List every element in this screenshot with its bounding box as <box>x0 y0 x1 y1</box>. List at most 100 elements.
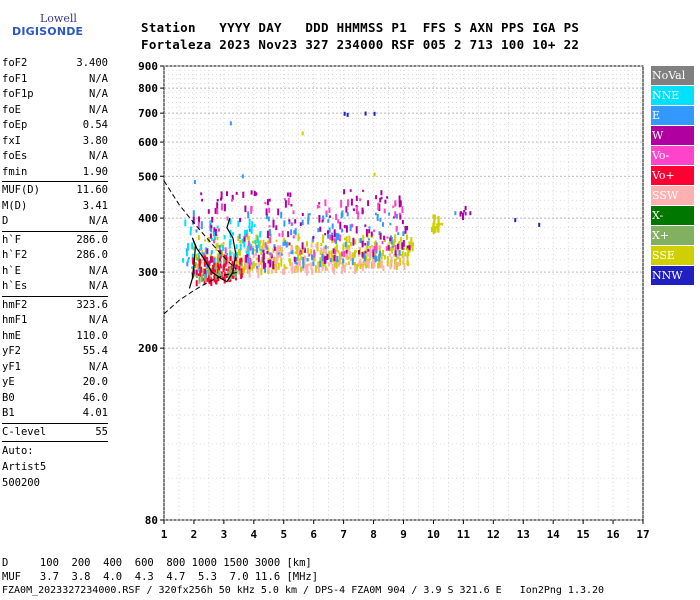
footer-distance-row: D 100 200 400 600 800 1000 1500 3000 [km… <box>2 557 312 569</box>
echo-mark <box>200 274 203 282</box>
echo-mark <box>403 247 405 250</box>
echo-mark <box>365 229 368 237</box>
echo-mark <box>338 261 341 264</box>
echo-mark <box>364 242 367 246</box>
echo-mark <box>349 189 352 192</box>
echo-mark <box>372 249 375 258</box>
echo-mark <box>433 214 436 220</box>
echo-mark <box>247 241 250 246</box>
echo-mark <box>297 261 300 267</box>
echo-mark <box>344 237 346 241</box>
echo-mark <box>340 256 343 261</box>
echo-mark <box>400 254 403 257</box>
echo-mark <box>333 261 336 268</box>
echo-mark <box>196 264 199 269</box>
echo-mark <box>310 248 313 255</box>
param-label: yF2 <box>2 345 21 357</box>
echo-mark <box>295 249 298 255</box>
echo-mark <box>210 250 213 253</box>
echo-mark <box>248 225 251 229</box>
echo-mark <box>195 274 198 278</box>
echo-mark <box>383 235 386 241</box>
echo-mark <box>308 263 310 267</box>
echo-mark <box>237 235 240 241</box>
echo-mark <box>213 239 215 244</box>
echo-mark <box>270 253 273 257</box>
echo-mark <box>355 195 358 202</box>
echo-mark <box>197 221 200 230</box>
echo-mark <box>315 243 318 248</box>
param-value: 20.0 <box>82 376 108 388</box>
echo-mark <box>351 258 354 266</box>
echo-mark <box>354 262 356 266</box>
echo-mark <box>439 222 441 226</box>
echo-mark <box>361 265 364 272</box>
param-label: D <box>2 215 9 227</box>
echo-mark <box>259 232 262 238</box>
legend-item: X+ <box>651 226 694 245</box>
param-value: 3.80 <box>82 134 108 147</box>
echo-mark <box>379 218 382 222</box>
echo-mark <box>386 260 389 267</box>
echo-mark <box>347 199 349 207</box>
echo-mark <box>344 242 347 248</box>
echo-mark <box>299 222 302 227</box>
echo-mark <box>365 254 368 261</box>
echo-mark <box>250 205 253 212</box>
param-row: hmF2 323.6 <box>2 298 108 314</box>
echo-mark <box>358 250 360 255</box>
echo-mark <box>248 263 251 270</box>
echo-mark <box>337 233 340 241</box>
echo-mark <box>333 254 336 262</box>
echo-mark <box>357 252 360 257</box>
echo-mark <box>213 230 216 239</box>
echo-mark <box>290 246 293 250</box>
divider <box>2 441 108 442</box>
echo-mark <box>291 250 294 255</box>
echo-mark <box>248 270 251 274</box>
echo-mark <box>411 245 414 252</box>
echo-mark <box>196 257 199 260</box>
echo-mark <box>355 264 358 272</box>
echo-mark <box>207 265 210 271</box>
echo-mark <box>265 208 268 216</box>
echo-mark <box>342 258 345 264</box>
echo-mark <box>406 259 409 266</box>
param-row: B1 4.01 <box>2 406 108 422</box>
echo-mark <box>192 246 195 250</box>
param-value: N/A <box>89 215 108 227</box>
echo-mark <box>229 266 232 270</box>
echo-mark <box>209 220 212 223</box>
echo-mark <box>285 266 288 270</box>
echo-mark <box>339 221 342 230</box>
echo-mark <box>199 274 202 277</box>
trace-curve <box>188 217 237 289</box>
param-row: B0 46.0 <box>2 391 108 407</box>
echo-mark <box>352 252 355 260</box>
echo-mark <box>290 204 293 207</box>
echo-mark <box>266 230 269 239</box>
x-tick-label: 17 <box>636 528 649 541</box>
param-value: N/A <box>89 360 108 373</box>
echo-mark <box>394 200 397 207</box>
echo-mark <box>437 216 440 221</box>
echo-mark <box>202 269 205 277</box>
echo-mark <box>210 270 213 276</box>
echo-mark <box>306 263 309 272</box>
echo-mark <box>225 273 228 279</box>
echo-mark <box>364 261 367 265</box>
echo-mark <box>399 257 402 266</box>
param-row: h`Es N/A <box>2 279 108 295</box>
echo-mark <box>214 269 217 276</box>
echo-mark <box>359 237 362 244</box>
legend-item: NNE <box>651 86 694 105</box>
echo-mark <box>312 237 315 242</box>
echo-mark <box>248 270 251 278</box>
y-tick-label: 200 <box>138 342 158 355</box>
echo-mark <box>383 208 386 214</box>
legend-item: E <box>651 106 694 125</box>
echo-mark <box>235 270 237 278</box>
echo-mark <box>339 252 342 258</box>
echo-mark <box>355 206 358 214</box>
echo-mark <box>314 265 317 273</box>
